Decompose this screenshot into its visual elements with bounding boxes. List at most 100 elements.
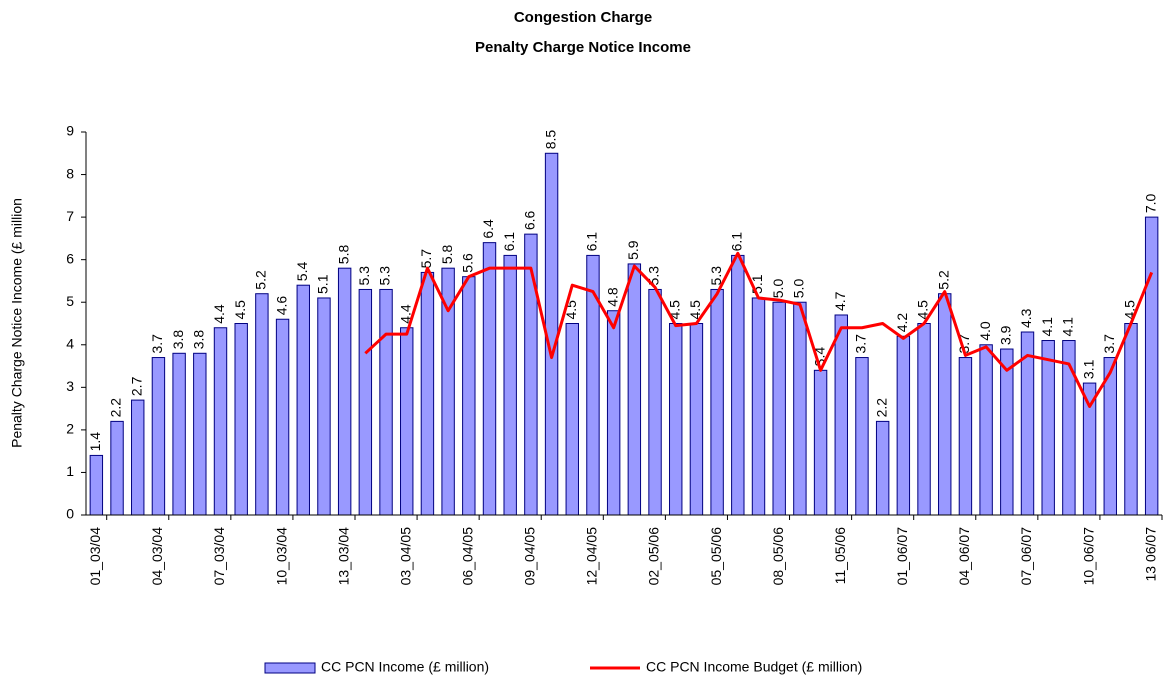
x-tick-label: 11_05/06 xyxy=(832,527,848,585)
value-label: 8.5 xyxy=(542,130,558,150)
value-label: 5.3 xyxy=(646,266,662,286)
value-label: 4.8 xyxy=(604,287,620,307)
value-label: 4.5 xyxy=(687,300,703,320)
bar xyxy=(400,327,414,516)
bar xyxy=(379,288,393,516)
bar xyxy=(669,323,683,516)
line xyxy=(364,251,1154,408)
bar xyxy=(213,327,228,516)
x-tick-label: 03_04/05 xyxy=(397,527,413,586)
value-label: 3.9 xyxy=(998,325,1014,345)
value-label: 6.4 xyxy=(480,219,496,239)
value-label: 5.2 xyxy=(935,270,951,290)
x-tick-label: 07_03/04 xyxy=(211,527,227,586)
bar xyxy=(275,318,290,516)
value-label: 5.1 xyxy=(315,274,331,294)
legend-swatch xyxy=(264,662,316,674)
value-label: 3.7 xyxy=(853,334,869,354)
y-tick-label: 2 xyxy=(66,421,74,437)
legend-label: CC PCN Income Budget (£ million) xyxy=(646,659,862,675)
value-label: 4.1 xyxy=(1060,317,1076,337)
y-tick-label: 8 xyxy=(66,165,74,181)
bar xyxy=(627,263,642,516)
bar xyxy=(875,420,890,516)
bar xyxy=(317,297,331,516)
x-tick-label: 04_03/04 xyxy=(149,527,165,586)
bar xyxy=(234,323,248,516)
value-label: 4.1 xyxy=(1039,317,1055,337)
x-tick-label: 09_04/05 xyxy=(522,527,538,586)
bar xyxy=(110,420,124,516)
value-label: 5.8 xyxy=(439,245,455,265)
legend-label: CC PCN Income (£ million) xyxy=(321,659,489,675)
bar xyxy=(482,242,497,516)
bar xyxy=(89,454,104,516)
bar xyxy=(524,233,538,516)
value-label: 5.4 xyxy=(294,262,310,282)
y-axis-label: Penalty Charge Notice Income (£ million xyxy=(9,198,25,448)
value-label: 4.4 xyxy=(211,304,227,324)
bar xyxy=(193,352,207,516)
bar xyxy=(979,344,993,516)
value-label: 5.2 xyxy=(253,270,269,290)
value-label: 4.3 xyxy=(1018,308,1034,328)
x-tick-label: 02_05/06 xyxy=(646,527,662,586)
value-label: 4.5 xyxy=(232,300,248,320)
value-label: 3.7 xyxy=(149,334,165,354)
value-label: 5.3 xyxy=(708,266,724,286)
bar xyxy=(958,357,973,516)
x-tick-label: 04_06/07 xyxy=(956,527,972,586)
value-label: 2.7 xyxy=(128,376,144,396)
y-tick-label: 5 xyxy=(66,293,74,309)
y-tick-label: 3 xyxy=(66,378,74,394)
x-tick-label: 05_05/06 xyxy=(708,527,724,586)
bar xyxy=(772,301,786,516)
value-label: 3.1 xyxy=(1080,359,1096,379)
y-tick-label: 0 xyxy=(66,506,74,522)
bar xyxy=(689,323,704,516)
bar xyxy=(855,357,869,516)
bar xyxy=(503,254,517,516)
bar xyxy=(420,271,435,516)
y-tick-label: 1 xyxy=(66,463,74,479)
x-tick-label: 01_03/04 xyxy=(87,527,103,586)
bar xyxy=(1041,340,1055,516)
bar xyxy=(462,276,476,516)
value-label: 1.4 xyxy=(87,432,103,452)
chart-title: Congestion Charge xyxy=(514,9,652,26)
value-label: 5.9 xyxy=(625,240,641,260)
value-label: 2.2 xyxy=(873,398,889,418)
bar xyxy=(834,314,848,516)
value-label: 5.0 xyxy=(770,279,786,299)
bar xyxy=(1144,216,1159,516)
bar xyxy=(337,267,352,516)
x-tick-label: 13_03/04 xyxy=(335,527,351,586)
y-tick-label: 6 xyxy=(66,250,74,266)
y-tick-label: 9 xyxy=(66,123,74,139)
value-label: 7.0 xyxy=(1142,193,1158,213)
bar xyxy=(731,254,745,516)
bar xyxy=(606,310,621,516)
value-label: 2.2 xyxy=(108,398,124,418)
value-label: 6.1 xyxy=(501,232,517,252)
value-label: 5.0 xyxy=(791,279,807,299)
value-label: 4.0 xyxy=(977,321,993,341)
chart-subtitle: Penalty Charge Notice Income xyxy=(475,39,691,56)
value-label: 4.2 xyxy=(894,313,910,333)
bar xyxy=(648,288,662,516)
value-label: 3.8 xyxy=(191,330,207,350)
bar xyxy=(151,357,166,516)
x-tick-label: 13 06/07 xyxy=(1142,527,1158,582)
bar xyxy=(917,323,931,516)
y-tick-label: 7 xyxy=(66,208,74,224)
bar xyxy=(1082,382,1097,516)
y-tick-label: 4 xyxy=(66,335,74,351)
value-label: 4.5 xyxy=(915,300,931,320)
value-label: 3.8 xyxy=(170,330,186,350)
bar xyxy=(1000,348,1014,516)
value-label: 6.1 xyxy=(729,232,745,252)
x-tick-label: 10_03/04 xyxy=(273,527,289,586)
value-label: 4.7 xyxy=(832,291,848,311)
x-tick-label: 01_06/07 xyxy=(894,527,910,586)
